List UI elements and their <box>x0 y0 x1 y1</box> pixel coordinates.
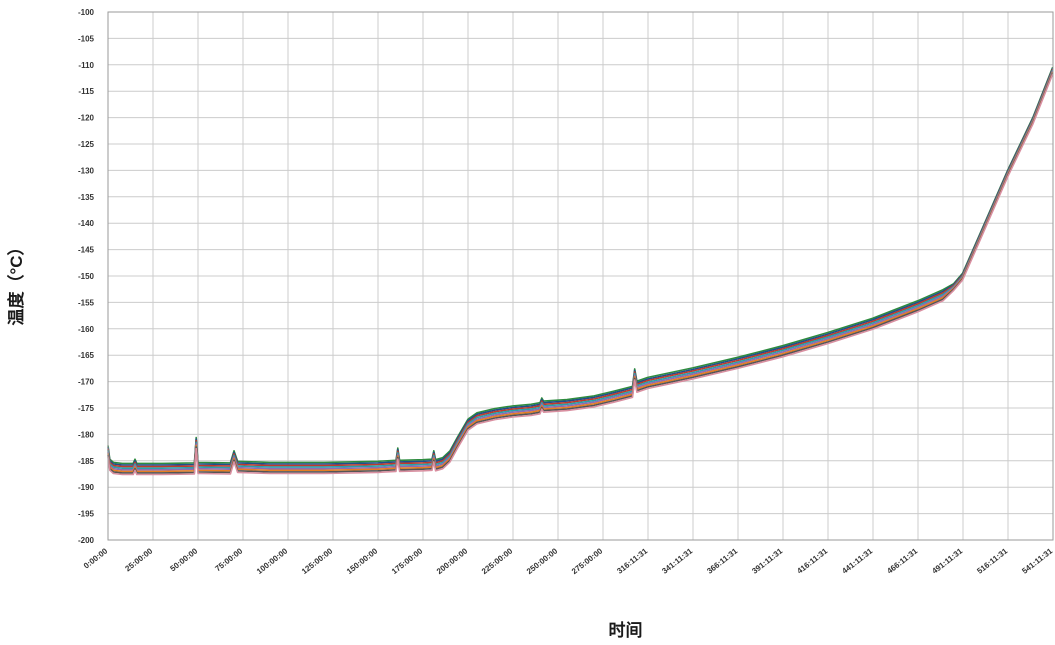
series-line <box>107 69 1054 470</box>
y-tick-label: -195 <box>78 510 95 519</box>
series-line <box>107 71 1054 473</box>
y-tick-label: -185 <box>78 457 95 466</box>
y-tick-label: -150 <box>78 272 95 281</box>
y-tick-label: -115 <box>78 87 94 96</box>
y-tick-label: -145 <box>78 246 95 255</box>
y-tick-label: -105 <box>78 34 95 43</box>
y-tick-label: -165 <box>78 351 95 360</box>
y-tick-label: -170 <box>78 378 95 387</box>
y-tick-label: -155 <box>78 298 95 307</box>
y-tick-label: -160 <box>78 325 95 334</box>
series-line <box>107 67 1054 466</box>
plot-frame <box>107 11 1054 541</box>
series-line <box>107 72 1054 474</box>
series-line <box>107 70 1054 471</box>
y-tick-label: -140 <box>78 219 95 228</box>
y-tick-label: -190 <box>78 483 95 492</box>
gridlines <box>107 11 1054 541</box>
series-line <box>107 68 1054 468</box>
y-tick-label: -175 <box>78 404 95 413</box>
series-lines <box>107 66 1054 476</box>
y-tick-label: -110 <box>78 61 94 70</box>
y-tick-label: -135 <box>78 193 95 202</box>
x-axis-title: 时间 <box>609 620 643 640</box>
y-axis-title: 温度（°C） <box>6 238 26 325</box>
y-tick-label: -180 <box>78 430 95 439</box>
y-tick-label: -100 <box>78 8 95 17</box>
y-tick-labels: -100 -105 -110 -115 -120 -125 -130 -135 -140 -145… <box>78 8 95 545</box>
y-tick-label: -200 <box>78 536 95 545</box>
series-line <box>107 73 1054 476</box>
y-tick-label: -125 <box>78 140 95 149</box>
series-line <box>107 66 1054 465</box>
y-tick-label: -130 <box>78 166 95 175</box>
y-tick-label: -120 <box>78 114 95 123</box>
